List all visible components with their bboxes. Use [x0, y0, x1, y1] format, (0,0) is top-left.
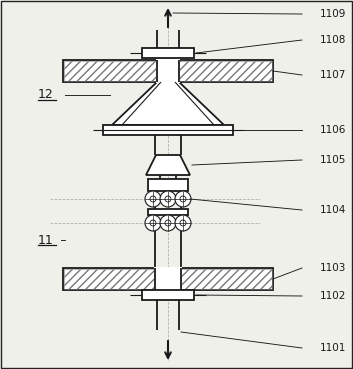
Circle shape: [165, 196, 171, 202]
Text: 1108: 1108: [320, 35, 346, 45]
Bar: [154, 267, 182, 291]
Bar: [103, 125, 233, 135]
Circle shape: [145, 215, 161, 231]
Bar: [148, 209, 188, 215]
Circle shape: [175, 215, 191, 231]
Text: 1104: 1104: [320, 205, 346, 215]
Text: 1103: 1103: [320, 263, 346, 273]
Bar: [64, 61, 272, 81]
Bar: [142, 290, 194, 300]
Circle shape: [160, 215, 176, 231]
Circle shape: [180, 220, 186, 226]
Text: 1105: 1105: [320, 155, 346, 165]
Polygon shape: [112, 82, 224, 125]
Text: 11: 11: [38, 234, 54, 246]
Circle shape: [160, 191, 176, 207]
Bar: [142, 48, 194, 58]
Text: 1101: 1101: [320, 343, 346, 353]
Circle shape: [145, 191, 161, 207]
Circle shape: [150, 220, 156, 226]
Circle shape: [180, 196, 186, 202]
Text: 12: 12: [38, 89, 54, 101]
Polygon shape: [146, 155, 190, 175]
Text: 1109: 1109: [320, 9, 346, 19]
Text: 1107: 1107: [320, 70, 346, 80]
Bar: [148, 179, 188, 191]
Circle shape: [165, 220, 171, 226]
Circle shape: [175, 191, 191, 207]
Bar: [156, 59, 180, 83]
Bar: [64, 269, 272, 289]
Bar: [63, 268, 273, 290]
Text: 1106: 1106: [320, 125, 346, 135]
Text: 1102: 1102: [320, 291, 346, 301]
Circle shape: [150, 196, 156, 202]
Bar: [63, 60, 273, 82]
